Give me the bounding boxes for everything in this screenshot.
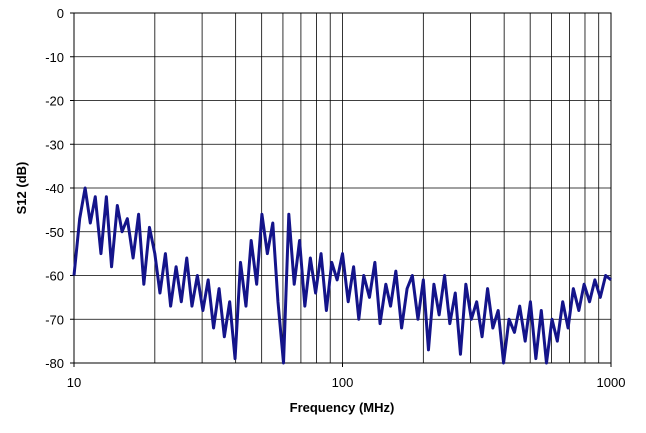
plot-border xyxy=(73,12,612,364)
y-tick-label: -10 xyxy=(45,50,64,65)
x-tick-label: 100 xyxy=(332,375,354,390)
y-tick-label: -20 xyxy=(45,94,64,109)
y-tick-label: -30 xyxy=(45,137,64,152)
y-tick-label: 0 xyxy=(57,6,64,21)
x-tick-label: 1000 xyxy=(597,375,626,390)
y-tick-label: -50 xyxy=(45,225,64,240)
data-line xyxy=(72,186,612,365)
x-axis-title: Frequency (MHz) xyxy=(290,400,395,415)
y-tick-label: -80 xyxy=(45,356,64,371)
y-tick-label: -40 xyxy=(45,181,64,196)
y-tick-label: -60 xyxy=(45,269,64,284)
y-tick-label: -70 xyxy=(45,312,64,327)
y-axis-title: S12 (dB) xyxy=(14,162,29,215)
x-tick-label: 10 xyxy=(67,375,81,390)
